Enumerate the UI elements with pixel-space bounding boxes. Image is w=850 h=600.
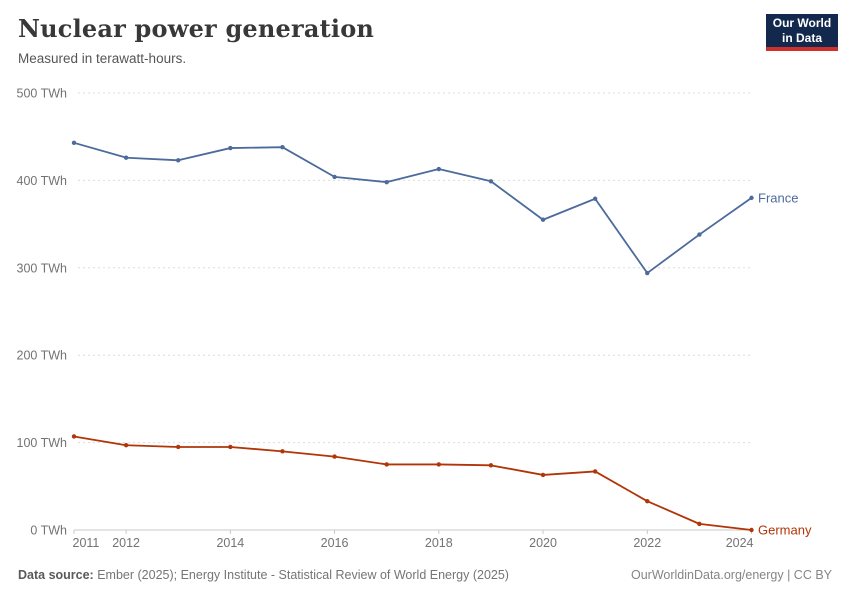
x-axis-label: 2020	[529, 536, 557, 550]
data-source-label: Data source:	[18, 568, 94, 582]
x-axis-label: 2018	[425, 536, 453, 550]
data-point-france-2023[interactable]	[697, 232, 702, 237]
data-point-france-2022[interactable]	[645, 270, 650, 276]
data-point-france-2016[interactable]	[332, 174, 337, 180]
owid-logo[interactable]: Our World in Data	[766, 14, 838, 51]
y-axis-label: 300 TWh	[17, 261, 68, 275]
owid-logo-line1: Our World	[772, 15, 832, 30]
data-point-france-2020[interactable]	[540, 217, 546, 222]
data-point-germany-2013[interactable]	[176, 444, 181, 450]
data-point-germany-2012[interactable]	[123, 443, 129, 448]
data-point-germany-2016[interactable]	[332, 454, 337, 459]
y-axis-label: 200 TWh	[17, 349, 68, 363]
series-label-france[interactable]: France	[758, 190, 798, 205]
y-axis-label: 400 TWh	[17, 174, 68, 188]
y-axis-label: 100 TWh	[17, 436, 68, 450]
data-point-france-2018[interactable]	[436, 166, 442, 172]
data-point-germany-2017[interactable]	[384, 462, 389, 467]
data-point-germany-2019[interactable]	[488, 463, 494, 468]
data-point-germany-2018[interactable]	[436, 462, 442, 467]
data-point-france-2021[interactable]	[592, 196, 598, 201]
data-point-germany-2021[interactable]	[592, 469, 598, 474]
data-point-france-2017[interactable]	[384, 179, 389, 185]
data-point-germany-2023[interactable]	[697, 521, 702, 527]
chart-subtitle: Measured in terawatt-hours.	[18, 51, 187, 66]
data-source: Data source: Ember (2025); Energy Instit…	[18, 568, 509, 582]
x-axis-label: 2012	[112, 536, 140, 550]
y-axis-label: 0 TWh	[30, 524, 67, 538]
x-axis-label: 2016	[321, 536, 349, 550]
data-point-france-2019[interactable]	[488, 179, 494, 184]
x-axis-label: 2011	[73, 536, 100, 550]
footer-credit-link[interactable]: OurWorldinData.org/energy | CC BY	[630, 568, 832, 582]
series-label-germany[interactable]: Germany	[758, 523, 812, 538]
data-point-germany-2014[interactable]	[228, 444, 233, 450]
x-axis-label: 2022	[633, 536, 661, 550]
data-point-france-2024[interactable]	[749, 195, 754, 201]
series-line-france[interactable]	[73, 141, 753, 274]
page-title: Nuclear power generation	[18, 14, 375, 43]
data-point-germany-2011[interactable]	[71, 434, 77, 439]
data-point-france-2012[interactable]	[123, 155, 129, 160]
chart-header: Nuclear power generation Measured in ter…	[0, 0, 850, 80]
x-axis-label: 2024	[726, 536, 754, 550]
data-source-text: Ember (2025); Energy Institute - Statist…	[93, 568, 509, 582]
chart-footer: Data source: Ember (2025); Energy Instit…	[18, 568, 832, 582]
x-axis-label: 2014	[216, 536, 244, 550]
data-point-france-2015[interactable]	[280, 144, 285, 150]
series-line-germany[interactable]	[73, 435, 753, 531]
data-point-france-2013[interactable]	[176, 158, 181, 163]
data-point-germany-2020[interactable]	[540, 472, 546, 478]
data-point-germany-2022[interactable]	[645, 498, 650, 504]
data-point-france-2011[interactable]	[71, 140, 77, 146]
y-axis-label: 500 TWh	[17, 87, 68, 101]
owid-logo-line2: in Data	[781, 30, 822, 45]
data-point-germany-2024[interactable]	[749, 527, 754, 533]
data-point-germany-2015[interactable]	[280, 449, 285, 454]
data-point-france-2014[interactable]	[228, 145, 233, 151]
